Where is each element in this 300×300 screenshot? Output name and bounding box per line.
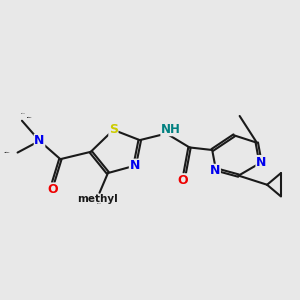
Text: methyl: methyl [5, 152, 10, 153]
Text: methyl: methyl [27, 117, 33, 119]
Text: S: S [109, 123, 118, 136]
Text: N: N [210, 164, 220, 177]
Text: methyl: methyl [21, 113, 26, 114]
Text: O: O [47, 183, 58, 196]
Text: methyl: methyl [77, 194, 118, 204]
Text: N: N [34, 134, 45, 147]
Text: NH: NH [161, 123, 181, 136]
Text: O: O [178, 174, 188, 187]
Text: N: N [256, 156, 266, 169]
Text: N: N [129, 159, 140, 172]
Text: methyl: methyl [4, 151, 9, 153]
Text: methyl: methyl [97, 202, 102, 204]
